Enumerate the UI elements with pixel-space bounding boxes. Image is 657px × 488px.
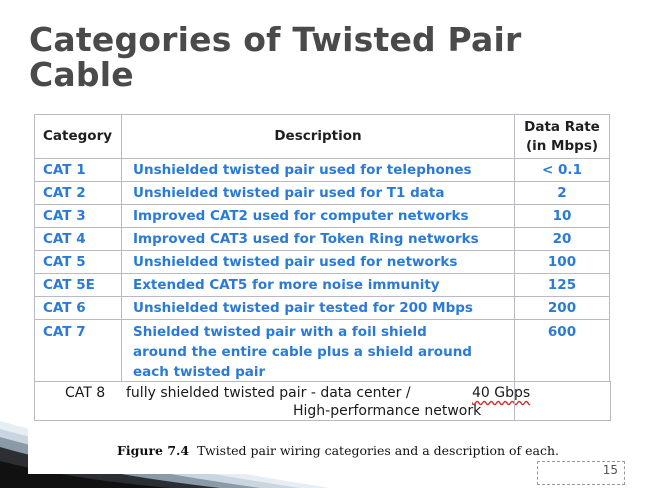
cat8-description-line2: High-performance network (293, 403, 482, 419)
row-description: Improved CAT2 used for computer networks (121, 204, 515, 228)
row-category: CAT 5 (34, 250, 122, 274)
row-category: CAT 7 (34, 319, 122, 383)
figure-caption-text: Twisted pair wiring categories and a des… (197, 443, 560, 458)
row-description-line: Shielded twisted pair with a foil shield (133, 324, 427, 340)
table-row: CAT 3 Improved CAT2 used for computer ne… (34, 204, 610, 228)
table-header-row: Category Description Data Rate (in Mbps) (34, 114, 610, 159)
cat8-description: fully shielded twisted pair - data cente… (126, 385, 411, 401)
table-row: CAT 7 Shielded twisted pair with a foil … (34, 319, 610, 383)
header-rate-line1: Data Rate (524, 118, 600, 135)
slide-number-placeholder[interactable]: 15 (537, 461, 625, 485)
row-rate: 100 (514, 250, 610, 274)
cat8-category: CAT 8 (65, 385, 106, 401)
table-row: CAT 4 Improved CAT3 used for Token Ring … (34, 227, 610, 251)
row-description: Unshielded twisted pair used for T1 data (121, 181, 515, 205)
header-rate-line2: (in Mbps) (525, 137, 599, 154)
row-category: CAT 4 (34, 227, 122, 251)
row-rate: 10 (514, 204, 610, 228)
cat8-added-row: CAT 8 fully shielded twisted pair - data… (34, 381, 611, 421)
figure-caption-label: Figure 7.4 (117, 443, 190, 458)
table-row: CAT 6 Unshielded twisted pair tested for… (34, 296, 610, 320)
row-category: CAT 2 (34, 181, 122, 205)
row-category: CAT 5E (34, 273, 122, 297)
figure-caption: Figure 7.4 Twisted pair wiring categories… (117, 443, 559, 458)
row-category: CAT 6 (34, 296, 122, 320)
row-description: Unshielded twisted pair used for network… (121, 250, 515, 274)
row-description-line: each twisted pair (133, 364, 266, 380)
cat8-rate: 40 Gbps (472, 385, 531, 401)
table-row: CAT 5 Unshielded twisted pair used for n… (34, 250, 610, 274)
category-table: Category Description Data Rate (in Mbps) … (34, 114, 610, 383)
row-description: Shielded twisted pair with a foil shield… (121, 319, 515, 383)
row-rate: 20 (514, 227, 610, 251)
slide-title: Categories of Twisted Pair Cable (29, 20, 522, 94)
header-data-rate: Data Rate (in Mbps) (514, 114, 610, 159)
row-description: Improved CAT3 used for Token Ring networ… (121, 227, 515, 251)
row-rate: 200 (514, 296, 610, 320)
table-row: CAT 1 Unshielded twisted pair used for t… (34, 158, 610, 182)
row-description: Extended CAT5 for more noise immunity (121, 273, 515, 297)
row-rate: 2 (514, 181, 610, 205)
row-rate: 125 (514, 273, 610, 297)
header-description: Description (121, 114, 515, 159)
table-row: CAT 5E Extended CAT5 for more noise immu… (34, 273, 610, 297)
row-description: Unshielded twisted pair tested for 200 M… (121, 296, 515, 320)
row-description-line: around the entire cable plus a shield ar… (133, 344, 472, 360)
header-category: Category (34, 114, 122, 159)
row-description: Unshielded twisted pair used for telepho… (121, 158, 515, 182)
row-category: CAT 1 (34, 158, 122, 182)
row-rate: < 0.1 (514, 158, 610, 182)
cat8-column-divider (514, 382, 515, 420)
row-category: CAT 3 (34, 204, 122, 228)
row-rate: 600 (514, 319, 610, 383)
table-row: CAT 2 Unshielded twisted pair used for T… (34, 181, 610, 205)
